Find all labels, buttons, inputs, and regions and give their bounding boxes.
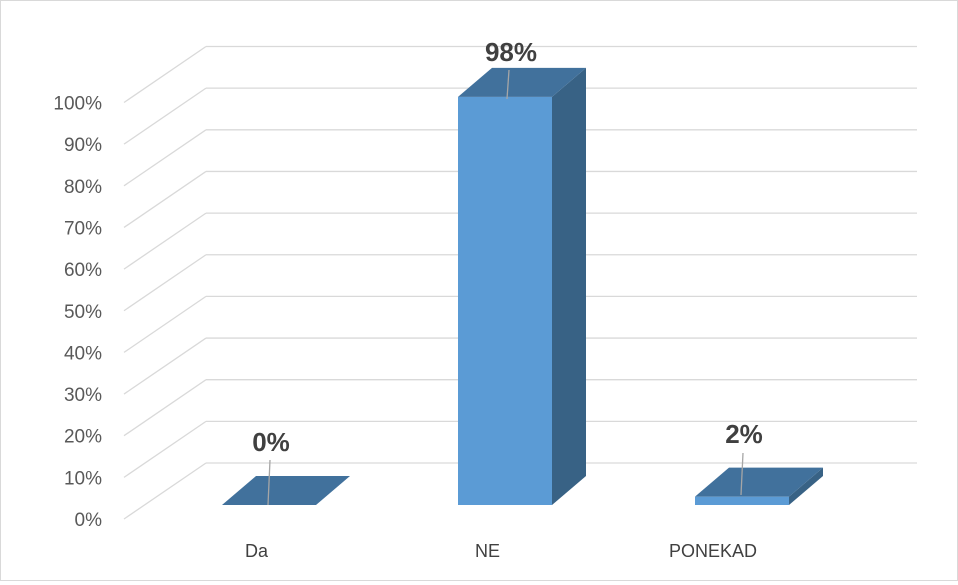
grid-line-diagonal <box>123 129 207 187</box>
data-label-leader <box>267 459 271 506</box>
grid-line-diagonal <box>123 170 207 228</box>
y-tick-label: 50% <box>64 302 102 323</box>
category-labels: Da NE PONEKAD <box>245 541 757 561</box>
y-tick-label: 40% <box>64 343 102 364</box>
data-label: 0% <box>252 427 290 457</box>
y-tick-label: 70% <box>64 218 102 239</box>
y-tick-label: 0% <box>75 510 103 531</box>
grid-line-diagonal <box>123 337 207 395</box>
grid-line-diagonal <box>123 462 207 520</box>
grid-line-diagonal <box>123 212 207 270</box>
bar-side-face <box>552 67 586 505</box>
grid-line-diagonal <box>123 45 207 104</box>
data-label: 2% <box>725 419 763 449</box>
y-tick-label: 10% <box>64 468 102 489</box>
y-tick-label: 80% <box>64 177 102 198</box>
category-label: PONEKAD <box>669 541 757 561</box>
grid-line-diagonal <box>123 420 207 478</box>
bar-da <box>222 476 350 505</box>
y-axis-ticks: 0% 10% 20% 30% 40% 50% 60% 70% 80% 90% 100% <box>53 94 102 532</box>
bar-front-face <box>458 96 552 505</box>
y-tick-label: 90% <box>64 135 102 156</box>
y-tick-label: 20% <box>64 427 102 448</box>
bar-ne <box>458 67 586 505</box>
bar-top-face <box>222 476 350 505</box>
bar-top-face <box>695 467 823 497</box>
grid-line-diagonal <box>123 379 207 437</box>
data-label-leader <box>740 452 744 496</box>
grid-line-diagonal <box>123 87 207 145</box>
y-tick-label: 60% <box>64 260 102 281</box>
bar-front-face <box>695 496 789 505</box>
bar-ponekad <box>695 467 823 505</box>
y-tick-label: 30% <box>64 385 102 406</box>
grid-line-diagonal <box>123 254 207 312</box>
data-labels: 0% 98% 2% <box>252 37 763 506</box>
bars <box>222 67 823 505</box>
y-tick-label: 100% <box>53 94 102 115</box>
data-label-leader <box>506 69 510 100</box>
bar-side-face <box>789 467 823 505</box>
category-label: Da <box>245 541 269 561</box>
grid-line-diagonal <box>123 295 207 353</box>
category-label: NE <box>475 541 500 561</box>
data-label: 98% <box>485 37 537 67</box>
bar-top-face <box>458 67 586 97</box>
